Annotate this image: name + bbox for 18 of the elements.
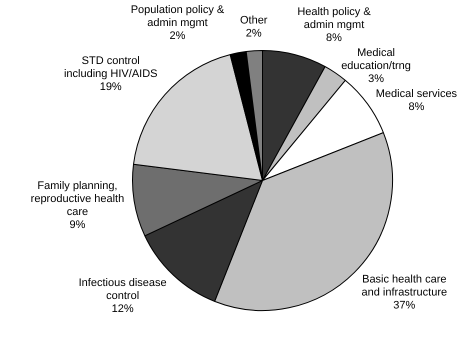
- slice-label: Population policy & admin mgmt: [130, 4, 225, 29]
- data-label: 19%: [100, 81, 122, 94]
- data-label: 8%: [408, 101, 425, 114]
- slice-label: Infectious disease control: [78, 276, 167, 302]
- data-label: 12%: [112, 302, 134, 315]
- slice-label: Medical education/trng: [341, 47, 411, 72]
- slice-label: Health policy & admin mgmt: [297, 6, 372, 32]
- slice-label: Medical services: [376, 88, 458, 100]
- slice-label: Family planning, reproductive health care: [30, 180, 124, 218]
- data-label: 37%: [393, 299, 416, 312]
- slice-label: STD control including HIV/AIDS: [64, 55, 158, 80]
- data-label: 9%: [69, 219, 86, 231]
- data-label: 8%: [326, 32, 342, 44]
- slice-label: Basic health care and infrastructure: [361, 273, 448, 298]
- slice-label: Other: [240, 14, 268, 26]
- data-label: 3%: [368, 73, 384, 86]
- data-label: 2%: [170, 30, 186, 42]
- data-label: 2%: [246, 27, 262, 40]
